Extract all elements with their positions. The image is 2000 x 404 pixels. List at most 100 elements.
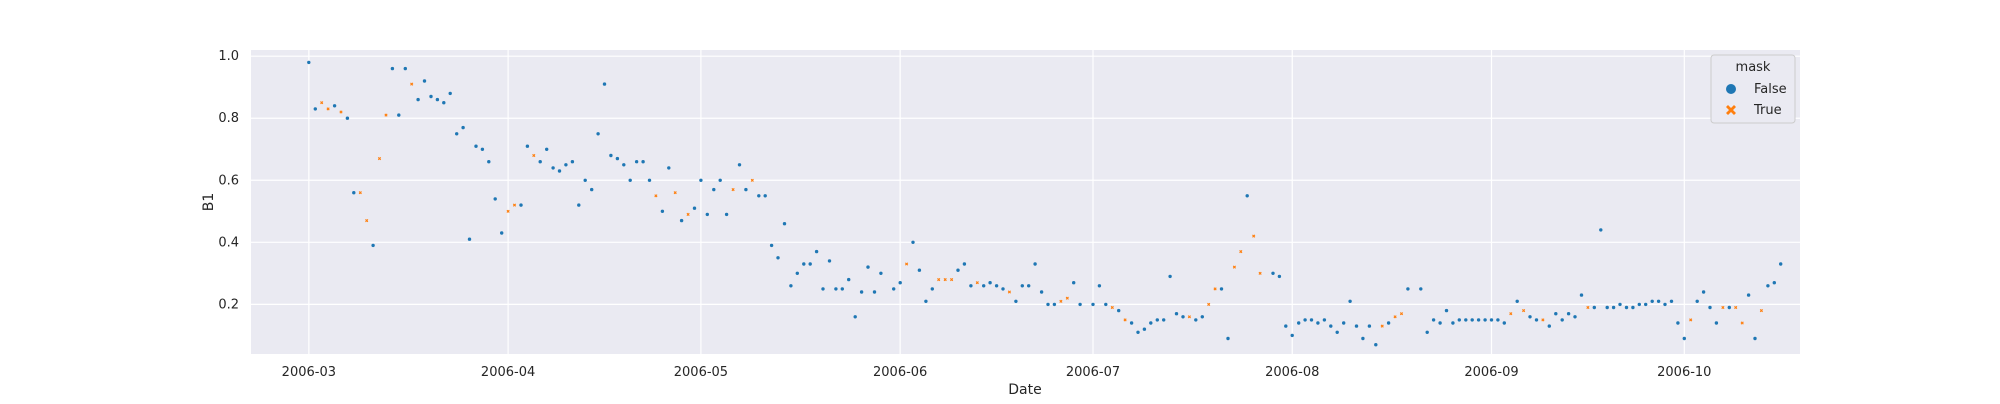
data-point-circle [1245,194,1249,198]
data-point-x [975,281,979,285]
y-tick-label: 0.4 [218,235,239,250]
data-point-x [1252,234,1256,238]
data-point-x [905,262,909,266]
data-point-circle [1566,312,1571,316]
data-point-circle [1599,228,1603,232]
data-point-circle [1348,299,1352,303]
data-point-circle [692,206,697,210]
y-gridlines [251,55,1800,305]
data-point-circle [622,163,626,167]
data-point-circle [1027,284,1031,288]
legend-label-true: True [1753,103,1782,118]
data-point-circle [1438,321,1442,325]
data-point-x [1110,305,1114,310]
legend-label-false: False [1754,82,1787,97]
data-point-x [1393,315,1397,319]
data-point-circle [1078,302,1082,307]
data-point-circle [1554,312,1558,316]
x-tick-label: 2006-06 [873,365,927,380]
data-point-circle [744,187,748,192]
data-point-circle [1014,299,1018,303]
data-point-circle [821,287,825,291]
data-point-circle [1322,318,1327,322]
data-point-circle [1117,308,1121,313]
data-point-x [1007,290,1011,294]
x-tick-label: 2006-09 [1464,365,1518,380]
data-point-circle [1644,302,1648,307]
data-point-circle [1354,324,1359,328]
legend-marker-true [1726,105,1736,115]
data-point-circle [1039,290,1044,294]
data-point-circle [1779,262,1783,266]
data-point-circle [1708,305,1712,310]
data-point-circle [724,212,729,217]
data-point-circle [1592,305,1597,310]
data-point-circle [859,290,864,294]
data-point-circle [493,197,497,201]
data-point-circle [1097,284,1102,288]
x-tick-label: 2006-08 [1265,365,1319,380]
data-point-x [1207,302,1211,306]
data-point-circle [390,66,395,71]
data-point-x [937,278,941,282]
data-point-circle [1663,302,1667,307]
data-point-circle [847,277,851,282]
data-point-circle [1772,281,1777,285]
x-tick-label: 2006-07 [1066,365,1120,380]
data-point-circle [467,237,472,241]
data-point-circle [538,160,542,164]
data-point-x [1123,318,1127,322]
data-point-x [1213,287,1217,291]
data-point-x [1586,305,1590,310]
legend-title: mask [1736,60,1771,75]
data-point-x [532,153,536,158]
data-point-circle [712,187,716,192]
data-point-circle [1451,321,1455,325]
data-point-circle [1502,321,1507,325]
data-point-circle [757,194,761,198]
data-point-circle [1142,327,1147,331]
data-point-circle [1483,318,1487,322]
data-point-circle [313,107,317,111]
data-point-x [339,110,343,114]
data-point-x [950,278,954,282]
data-point-circle [1534,318,1539,322]
data-point-circle [1605,305,1609,310]
data-point-x [326,107,330,111]
data-point-circle [1129,321,1134,325]
data-point-x [512,203,517,207]
data-point-x [731,188,735,192]
data-point-circle [403,66,407,71]
data-point-circle [422,79,427,83]
data-point-circle [1367,324,1372,328]
data-point-circle [371,243,375,248]
data-point-x [686,212,690,216]
data-point-x [1380,324,1384,328]
y-tick-label: 0.6 [218,173,239,188]
data-point-circle [545,147,549,151]
data-point-circle [461,125,465,130]
data-point-circle [1560,318,1564,322]
data-point-x [673,191,677,195]
data-point-x [365,219,369,223]
data-point-circle [1052,302,1057,307]
data-point-circle [564,163,568,167]
data-point-circle [911,240,915,244]
data-point-circle [416,97,420,102]
x-tick-label: 2006-03 [282,365,336,380]
data-points [307,60,1783,347]
data-point-circle [525,144,530,148]
data-point-circle [1033,262,1037,266]
data-point-circle [519,203,523,207]
data-point-circle [1219,287,1224,291]
x-tick-labels: 2006-03 2006-04 2006-05 2006-06 2006-07 2006-… [282,365,1712,380]
data-point-circle [1361,336,1365,341]
data-point-circle [1464,318,1468,322]
data-point-circle [1444,308,1449,313]
data-point-x [654,194,658,198]
data-point-circle [1284,324,1288,328]
data-point-circle [718,178,722,182]
data-point-circle [782,222,787,226]
data-point-x [1541,318,1545,322]
